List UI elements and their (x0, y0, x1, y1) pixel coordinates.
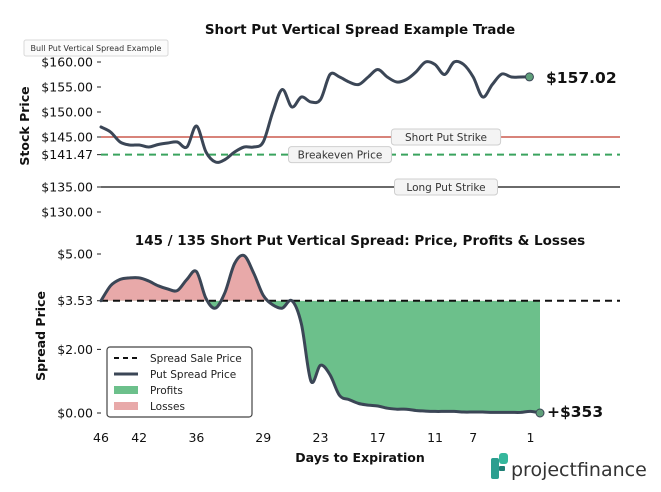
legend-losses-swatch (114, 402, 138, 410)
legend-profits-swatch (114, 386, 138, 394)
stock-price-line (99, 59, 532, 164)
badge: Bull Put Vertical Spread Example (23, 39, 169, 57)
top-y-tick-label: $141.47 (41, 147, 93, 162)
reference-lines: Short Put Strike Breakeven Price Long Put … (101, 128, 620, 196)
top-y-ticks: $130.00 $135.00 $141.47 $145.00 $150.00 $155.… (41, 55, 101, 220)
bottom-y-tick-label: $3.53 (57, 293, 93, 308)
stock-last-point (524, 72, 534, 82)
spread-last-label: +$353 (547, 403, 603, 421)
put-spread-price-line (99, 253, 542, 415)
x-ticks: 46 42 36 29 23 17 11 7 1 (93, 430, 534, 445)
x-tick-label: 23 (313, 430, 329, 445)
stock-last-label: $157.02 (546, 69, 617, 87)
bottom-y-tick-label: $0.00 (57, 406, 93, 421)
brand-name: projectfinance (511, 459, 647, 481)
x-tick-label: 17 (370, 430, 386, 445)
x-tick-label: 1 (526, 430, 534, 445)
legend-label-line: Put Spread Price (150, 369, 236, 381)
x-tick-label: 36 (188, 430, 204, 445)
ref-label: Short Put Strike (405, 132, 487, 144)
top-y-tick-label: $135.00 (41, 180, 93, 195)
legend-label-losses: Losses (150, 401, 185, 413)
top-y-tick-label: $155.00 (41, 80, 93, 95)
x-axis-label: Days to Expiration (295, 450, 424, 465)
ref-label: Long Put Strike (406, 182, 485, 194)
badge-label: Bull Put Vertical Spread Example (31, 44, 162, 53)
top-y-tick-label: $145.00 (41, 130, 93, 145)
x-tick-label: 11 (427, 430, 443, 445)
ref-label-box (288, 146, 392, 164)
top-y-tick-label: $150.00 (41, 105, 93, 120)
bottom-y-axis-label: Spread Price (33, 291, 48, 381)
ref-label: Breakeven Price (298, 150, 383, 162)
bottom-y-tick-label: $2.00 (57, 342, 93, 357)
bottom-y-ticks: $0.00 $2.00 $3.53 $5.00 (57, 247, 101, 421)
x-tick-label: 42 (131, 430, 147, 445)
top-y-tick-label: $130.00 (41, 205, 93, 220)
top-chart-title: Short Put Vertical Spread Example Trade (205, 22, 515, 38)
x-tick-label: 7 (469, 430, 477, 445)
brand-icon (491, 453, 508, 479)
profits-area (207, 300, 540, 413)
bottom-y-tick-label: $5.00 (57, 247, 93, 262)
legend-label-sale: Spread Sale Price (150, 353, 242, 365)
ref-label-box (394, 178, 498, 196)
top-y-tick-label: $160.00 (41, 55, 93, 70)
top-y-axis-label: Stock Price (17, 86, 32, 165)
legend-label-profits: Profits (150, 385, 183, 397)
legend: Spread Sale Price Put Spread Price Profi… (106, 346, 253, 418)
spread-last-point (535, 408, 545, 418)
brand-logo: projectfinance (491, 453, 647, 481)
x-tick-label: 29 (255, 430, 271, 445)
ref-label-box (390, 128, 502, 146)
x-tick-label: 46 (93, 430, 109, 445)
bottom-chart-title: 145 / 135 Short Put Vertical Spread: Pri… (135, 233, 585, 249)
